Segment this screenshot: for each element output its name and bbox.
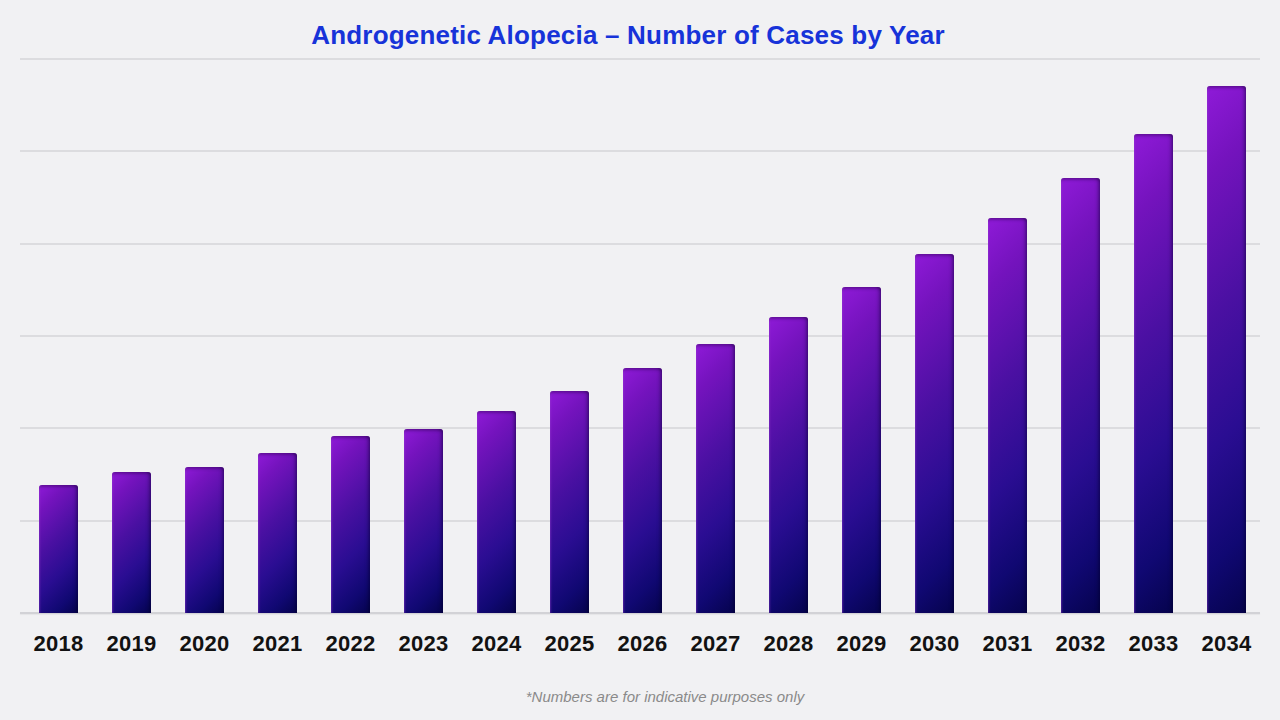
bar-2026 (623, 368, 662, 613)
x-tick-label-2033: 2033 (1128, 631, 1178, 657)
x-tick-label-2028: 2028 (763, 631, 813, 657)
x-tick-label-2021: 2021 (252, 631, 302, 657)
bar-2019 (112, 472, 151, 613)
bar-2022 (331, 436, 370, 613)
x-tick-label-2032: 2032 (1055, 631, 1105, 657)
bar-2031 (988, 218, 1027, 613)
x-tick-label-2018: 2018 (33, 631, 83, 657)
x-tick-label-2020: 2020 (179, 631, 229, 657)
x-tick-label-2029: 2029 (836, 631, 886, 657)
bar-2021 (258, 453, 297, 613)
x-tick-label-2030: 2030 (909, 631, 959, 657)
x-tick-label-2022: 2022 (325, 631, 375, 657)
bar-2028 (769, 317, 808, 613)
footnote: *Numbers are for indicative purposes onl… (526, 688, 804, 705)
bar-2034 (1207, 86, 1246, 613)
x-tick-label-2023: 2023 (398, 631, 448, 657)
bar-2025 (550, 391, 589, 613)
bar-2018 (39, 485, 78, 613)
bar-2027 (696, 344, 735, 613)
gridline (20, 58, 1260, 60)
x-tick-label-2026: 2026 (617, 631, 667, 657)
bar-2029 (842, 287, 881, 613)
plot-area: 2018 2019 2020 2021 2022 2023 2024 2025 2026 2027… (0, 0, 1280, 720)
bar-2023 (404, 429, 443, 613)
x-tick-label-2031: 2031 (982, 631, 1032, 657)
chart-page: Androgenetic Alopecia – Number of Cases … (0, 0, 1280, 720)
bar-2033 (1134, 134, 1173, 613)
bar-2032 (1061, 178, 1100, 613)
bar-2030 (915, 254, 954, 613)
bar-2024 (477, 411, 516, 613)
x-tick-label-2027: 2027 (690, 631, 740, 657)
gridline (20, 150, 1260, 152)
x-tick-label-2024: 2024 (471, 631, 521, 657)
x-tick-label-2025: 2025 (544, 631, 594, 657)
x-tick-label-2034: 2034 (1201, 631, 1251, 657)
bar-2020 (185, 467, 224, 613)
x-tick-label-2019: 2019 (106, 631, 156, 657)
